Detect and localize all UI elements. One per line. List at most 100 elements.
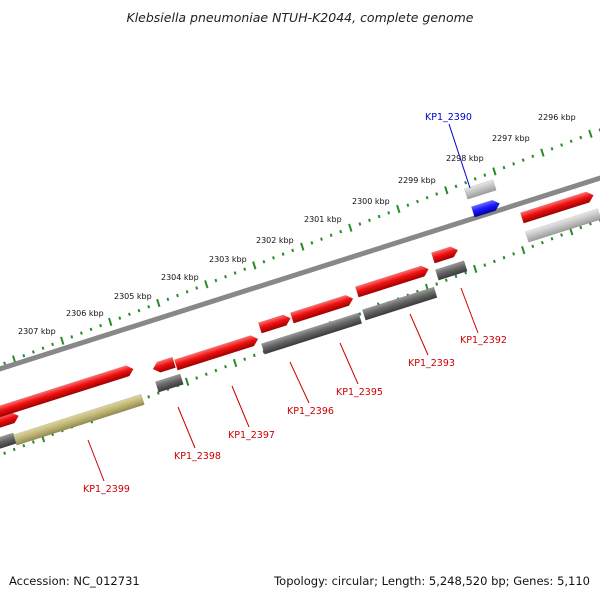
gene-feature-forward (290, 294, 354, 324)
scale-tick (310, 241, 314, 245)
gene-feature-forward (152, 356, 176, 373)
scale-tick (483, 263, 487, 267)
scale-tick (243, 357, 247, 361)
scale-tick (435, 282, 439, 286)
leader-line (448, 123, 471, 189)
gene-feature-forward (258, 314, 291, 334)
scale-tick (512, 162, 516, 166)
scale-label: 2303 kbp (209, 255, 247, 264)
scale-tick (262, 259, 266, 264)
scale-tick (329, 233, 333, 238)
scale-tick (560, 143, 564, 147)
scale-tick (233, 271, 237, 275)
scale-tick (3, 361, 7, 365)
scale-tick (368, 218, 371, 223)
scale-tick (435, 192, 439, 196)
gene-feature-reverse (362, 286, 438, 321)
scale-tick (531, 244, 535, 249)
scale-tick (22, 353, 26, 358)
gene-label-kp1-2396[interactable]: KP1_2396 (287, 406, 334, 417)
scale-tick (444, 278, 448, 282)
backbone-line (0, 175, 600, 372)
scale-tick (339, 229, 343, 234)
gene-features (0, 179, 600, 452)
scale-tick (79, 331, 83, 335)
scale-tick (137, 308, 141, 313)
gene-feature-reverse (435, 260, 468, 281)
scale-tick (473, 177, 477, 181)
gene-label-kp1-2399[interactable]: KP1_2399 (83, 484, 130, 495)
scale-tick (444, 186, 449, 195)
gene-feature-other (525, 208, 600, 243)
scale-tick (377, 214, 381, 219)
scale-tick (185, 290, 189, 294)
scale-tick (540, 240, 544, 245)
scale-tick (184, 377, 190, 386)
scale-tick (204, 280, 209, 289)
gene-label-kp1-2393[interactable]: KP1_2393 (408, 358, 455, 369)
gene-label-kp1-2390[interactable]: KP1_2390 (425, 112, 472, 123)
gene-label-kp1-2397[interactable]: KP1_2397 (228, 430, 275, 441)
scale-tick (147, 395, 151, 399)
scale-label: 2297 kbp (492, 134, 530, 143)
scale-tick (569, 227, 574, 236)
scale-tick (598, 128, 600, 132)
scale-tick (204, 372, 208, 376)
scale-tick (41, 346, 45, 350)
scale-tick (232, 358, 238, 368)
scale-tick (550, 237, 554, 241)
scale-label: 2304 kbp (161, 273, 199, 282)
accession-text: Accession: NC_012731 (9, 574, 140, 588)
gene-feature-other (464, 179, 497, 200)
scale-tick (3, 451, 7, 455)
scale-tick (406, 203, 410, 207)
leader-line (409, 313, 429, 356)
scale-label: 2300 kbp (352, 197, 390, 206)
leader-line (289, 361, 310, 404)
scale-tick (214, 278, 218, 283)
scale-tick (454, 274, 458, 279)
scale-tick (588, 222, 592, 226)
scale-label: 2301 kbp (304, 215, 342, 224)
leader-line (231, 385, 250, 428)
scale-label: 2299 kbp (398, 176, 436, 185)
gene-label-kp1-2398[interactable]: KP1_2398 (174, 451, 221, 462)
scale-tick (108, 317, 113, 327)
scale-tick (127, 312, 131, 317)
scale-tick (176, 293, 179, 298)
scale-tick (454, 184, 458, 189)
scale-tick (12, 447, 16, 452)
scale-tick (195, 376, 199, 380)
scale-tick (243, 267, 247, 271)
scale-tick (31, 440, 35, 444)
gene-label-kp1-2392[interactable]: KP1_2392 (460, 335, 507, 346)
scale-tick (569, 139, 573, 144)
gene-feature-reverse (261, 312, 363, 355)
gene-feature-highlight (471, 199, 501, 218)
scale-tick (51, 342, 55, 347)
scale-tick (214, 368, 218, 373)
scale-tick (60, 336, 65, 345)
leader-line (460, 287, 479, 334)
gene-label-kp1-2395[interactable]: KP1_2395 (336, 387, 383, 398)
scale-tick (540, 148, 545, 157)
scale-label: 2302 kbp (256, 236, 294, 245)
scale-label: 2296 kbp (538, 113, 576, 122)
scale-ticks-outer (3, 128, 600, 365)
scale-tick (502, 165, 506, 170)
scale-tick (252, 261, 257, 270)
scale-tick (358, 312, 362, 316)
scale-tick (348, 223, 353, 232)
label-leaders (87, 123, 479, 482)
scale-tick (224, 274, 227, 279)
scale-tick (560, 233, 564, 237)
map-title: Klebsiella pneumoniae NTUH-K2044, comple… (126, 10, 474, 25)
scale-tick (521, 245, 526, 255)
scale-label: 2307 kbp (18, 327, 56, 336)
scale-tick (492, 167, 497, 176)
gene-feature-forward (174, 335, 259, 371)
scale-tick (224, 364, 227, 369)
scale-tick (320, 237, 323, 241)
scale-tick (492, 259, 496, 264)
scale-tick (550, 147, 554, 151)
